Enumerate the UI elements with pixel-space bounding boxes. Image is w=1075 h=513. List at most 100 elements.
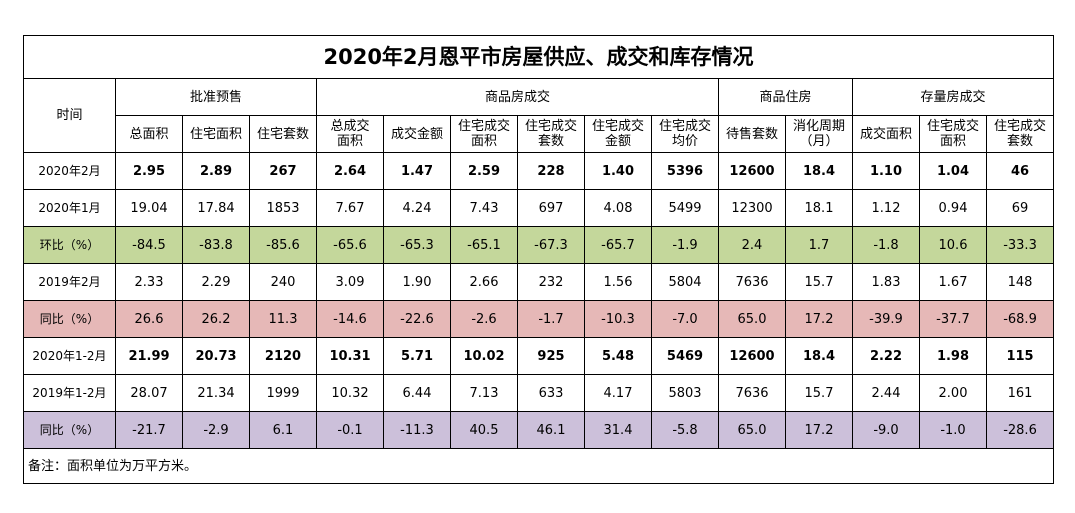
cell-value: -65.7 [584,226,652,264]
cell-value: 26.6 [115,300,183,338]
cell-value: 10.02 [450,337,518,375]
table-row: 2020年1月 19.04 17.84 1853 7.67 4.24 7.43 697 4.08… [23,189,1055,227]
cell-value: 2.00 [919,374,987,412]
cell-value: 12600 [718,337,786,375]
cell-value: 5396 [651,152,719,190]
cell-value: 228 [517,152,585,190]
cell-value: 21.99 [115,337,183,375]
cell-value: -22.6 [383,300,451,338]
time-header: 时间 [23,78,116,153]
cell-value: -84.5 [115,226,183,264]
table-row: 同比（%） 26.6 26.2 11.3 -14.6 -22.6 -2.6 -1.7 -10.3… [23,300,1055,338]
cell-value: -0.1 [316,411,384,449]
cell-value: 46.1 [517,411,585,449]
cell-value: -67.3 [517,226,585,264]
cell-value: 148 [985,263,1055,301]
cell-value: 18.4 [785,337,853,375]
cell-value: 69 [985,189,1055,227]
cell-value: 46 [985,152,1055,190]
group-header-presale: 批准预售 [115,78,317,116]
housing-report: 2020年2月恩平市房屋供应、成交和库存情况 时间 批准预售 商品房成交 商品住… [22,35,1055,484]
cell-value: -11.3 [383,411,451,449]
cell-value: -28.6 [985,411,1055,449]
column-header: 住宅成交 均价 [651,115,719,153]
cell-value: 18.1 [785,189,853,227]
row-label: 2020年2月 [23,152,116,190]
cell-value: 115 [985,337,1055,375]
row-label: 环比（%） [23,226,116,264]
column-header: 消化周期 （月） [785,115,853,153]
group-header-commercial-housing: 商品住房 [718,78,853,116]
cell-value: 2.4 [718,226,786,264]
cell-value: 17.2 [785,411,853,449]
cell-value: 18.4 [785,152,853,190]
cell-value: -65.1 [450,226,518,264]
table-row: 环比（%） -84.5 -83.8 -85.6 -65.6 -65.3 -65.1 -67.3… [23,226,1055,264]
cell-value: 21.34 [182,374,250,412]
cell-value: 15.7 [785,374,853,412]
footnote: 备注：面积单位为万平方米。 [22,448,1055,484]
cell-value: 1.90 [383,263,451,301]
cell-value: 6.44 [383,374,451,412]
cell-value: 633 [517,374,585,412]
column-header: 住宅成交 套数 [517,115,585,153]
cell-value: 10.6 [919,226,987,264]
cell-value: -1.8 [852,226,920,264]
cell-value: 5.48 [584,337,652,375]
cell-value: 1.7 [785,226,853,264]
table-row: 2020年2月 2.95 2.89 267 2.64 1.47 2.59 228 1.40 539… [23,152,1055,190]
cell-value: 65.0 [718,300,786,338]
table-row: 2020年1-2月 21.99 20.73 2120 10.31 5.71 10.02 925… [23,337,1055,375]
cell-value: 12600 [718,152,786,190]
cell-value: 3.09 [316,263,384,301]
cell-value: 15.7 [785,263,853,301]
cell-value: 4.24 [383,189,451,227]
cell-value: -37.7 [919,300,987,338]
cell-value: -1.0 [919,411,987,449]
column-header: 住宅成交 套数 [985,115,1055,153]
cell-value: 2.66 [450,263,518,301]
cell-value: 19.04 [115,189,183,227]
cell-value: -65.3 [383,226,451,264]
column-header: 总成交 面积 [316,115,384,153]
cell-value: 1.10 [852,152,920,190]
row-label: 2020年1月 [23,189,116,227]
cell-value: 1.98 [919,337,987,375]
cell-value: -68.9 [985,300,1055,338]
row-label: 2019年2月 [23,263,116,301]
column-header: 住宅套数 [249,115,317,153]
cell-value: 28.07 [115,374,183,412]
cell-value: 267 [249,152,317,190]
cell-value: 1853 [249,189,317,227]
cell-value: 11.3 [249,300,317,338]
cell-value: 5.71 [383,337,451,375]
cell-value: 1.47 [383,152,451,190]
cell-value: -85.6 [249,226,317,264]
cell-value: -2.6 [450,300,518,338]
column-header: 住宅成交 金额 [584,115,652,153]
cell-value: 1999 [249,374,317,412]
cell-value: 232 [517,263,585,301]
cell-value: -1.9 [651,226,719,264]
cell-value: 5499 [651,189,719,227]
cell-value: 240 [249,263,317,301]
table-title: 2020年2月恩平市房屋供应、成交和库存情况 [22,35,1055,79]
cell-value: -10.3 [584,300,652,338]
column-header: 成交金额 [383,115,451,153]
cell-value: 2.44 [852,374,920,412]
cell-value: 6.1 [249,411,317,449]
cell-value: 1.56 [584,263,652,301]
cell-value: 7636 [718,374,786,412]
cell-value: -9.0 [852,411,920,449]
row-label: 2020年1-2月 [23,337,116,375]
table-row: 2019年1-2月 28.07 21.34 1999 10.32 6.44 7.13 633 4… [23,374,1055,412]
cell-value: 12300 [718,189,786,227]
column-header: 住宅成交 面积 [919,115,987,153]
cell-value: -83.8 [182,226,250,264]
cell-value: 5804 [651,263,719,301]
table-row: 2019年2月 2.33 2.29 240 3.09 1.90 2.66 232 1.56 580… [23,263,1055,301]
cell-value: 10.32 [316,374,384,412]
cell-value: 1.12 [852,189,920,227]
row-label: 2019年1-2月 [23,374,116,412]
cell-value: 65.0 [718,411,786,449]
